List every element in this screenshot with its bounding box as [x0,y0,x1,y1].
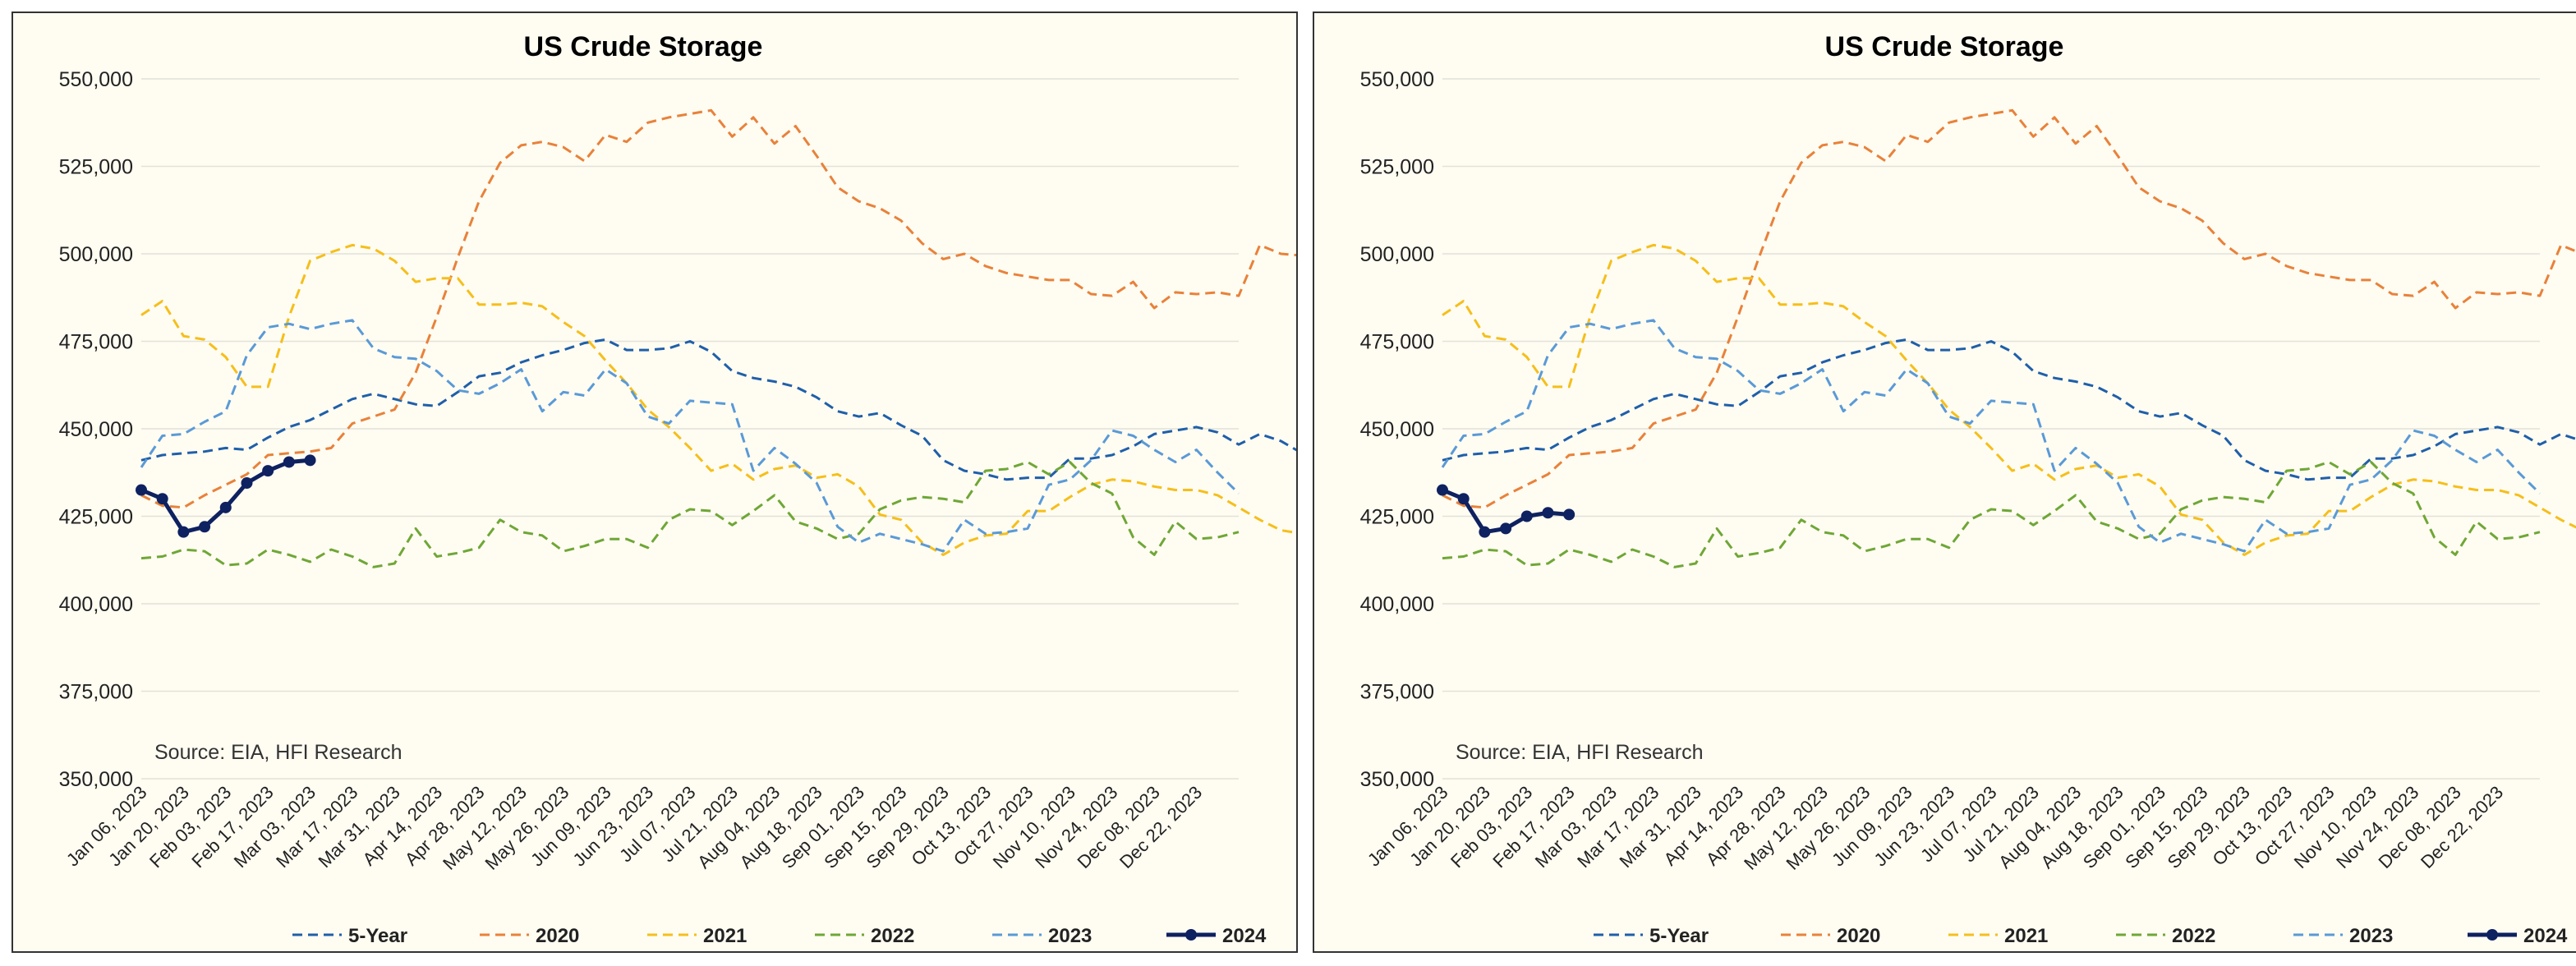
legend-marker-2024 [1185,929,1197,941]
chart-title: US Crude Storage [1825,31,2064,62]
y-tick-label: 425,000 [59,506,133,529]
legend-label-5-year: 5-Year [348,925,407,947]
legend-marker-2024 [2486,929,2498,941]
series-2024-marker [1479,526,1491,538]
y-tick-label: 375,000 [1360,681,1434,704]
series-2024-marker [262,465,274,477]
y-tick-label: 550,000 [1360,68,1434,91]
series-5-year-line [1442,338,2576,481]
y-tick-label: 425,000 [1360,506,1434,529]
series-2024-marker [283,456,295,468]
series-2023-line [140,319,1240,553]
y-tick-label: 475,000 [59,331,133,354]
series-2024-marker [1520,510,1533,522]
series-2024-marker [304,454,316,467]
series-2024-marker [1542,507,1554,519]
chart-title: US Crude Storage [524,31,763,62]
series-5-year-line [140,338,1296,481]
y-tick-label: 550,000 [59,68,133,91]
series-2024-marker [219,501,232,513]
legend-label-2024: 2024 [2523,925,2568,947]
series-2022-line [140,461,1240,568]
y-tick-label: 500,000 [1360,243,1434,266]
legend-label-2022: 2022 [2172,925,2215,947]
y-tick-label: 525,000 [59,156,133,179]
series-2022-line [1442,461,2541,568]
y-tick-label: 350,000 [1360,768,1434,791]
source-annotation: Source: EIA, HFI Research [154,741,402,764]
series-2021-line [140,243,1296,556]
series-2024-marker [241,477,253,490]
y-tick-label: 400,000 [1360,593,1434,616]
chart-svg: US Crude Storage 350,000 375,000 400,000 425… [1360,31,2576,947]
series-2024-marker [199,521,211,533]
legend-label-2021: 2021 [703,925,747,947]
series-2024-marker [1500,522,1512,535]
series-2024-marker [1457,493,1470,505]
legend-label-2021: 2021 [2004,925,2048,947]
chart-panel-left: US Crude Storage 350,000 375,000 400,000 425… [12,12,1298,953]
chart-svg: US Crude Storage 350,000 375,000 400,000 425… [59,31,1296,947]
chart-panel-right: US Crude Storage 350,000 375,000 400,000 425… [1313,12,2576,953]
y-tick-label: 400,000 [59,593,133,616]
legend-label-2022: 2022 [871,925,914,947]
legend-label-2020: 2020 [1837,925,1880,947]
y-tick-label: 450,000 [1360,418,1434,441]
series-2024-marker [1437,484,1448,496]
series-2024-marker [177,526,190,538]
legend-label-5-year: 5-Year [1649,925,1709,947]
source-annotation: Source: EIA, HFI Research [1456,741,1704,764]
y-tick-label: 350,000 [59,768,133,791]
series-2023-line [1441,319,2542,553]
y-tick-label: 475,000 [1360,331,1434,354]
legend-label-2023: 2023 [2349,925,2393,947]
legend-label-2020: 2020 [536,925,579,947]
series-2024-marker [156,493,168,505]
y-tick-label: 450,000 [59,418,133,441]
y-tick-label: 375,000 [59,681,133,704]
series-2020-line [1442,108,2576,509]
legend-label-2023: 2023 [1048,925,1092,947]
series-2021-line [1442,243,2576,556]
series-2020-line [140,108,1296,509]
series-2024-marker [1563,508,1576,521]
legend-label-2024: 2024 [1222,925,1267,947]
series-2024-marker [136,484,147,496]
y-tick-label: 500,000 [59,243,133,266]
y-tick-label: 525,000 [1360,156,1434,179]
